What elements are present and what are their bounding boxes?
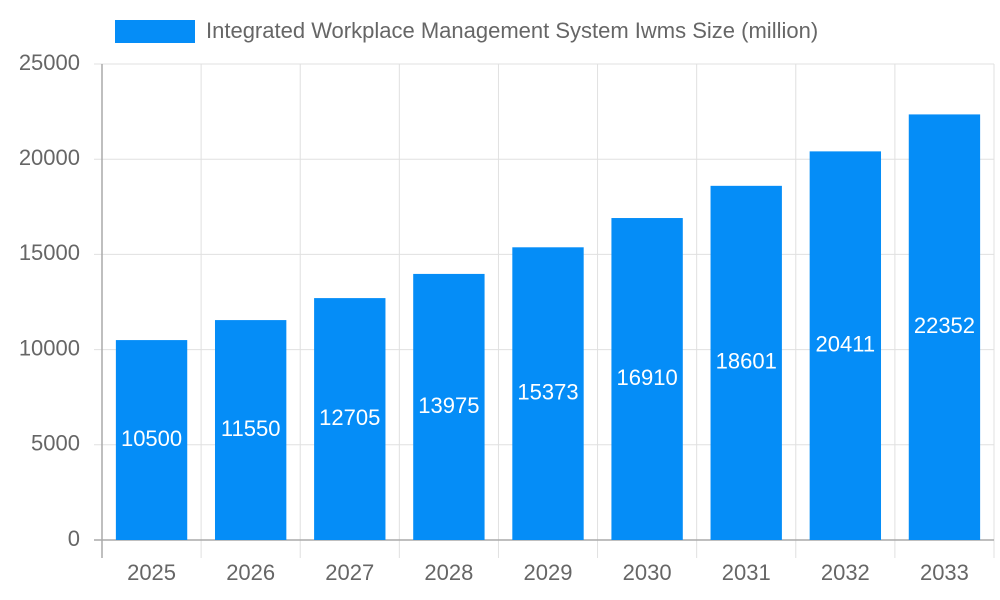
x-tick-label: 2029 <box>524 560 573 585</box>
x-tick-label: 2031 <box>722 560 771 585</box>
x-tick-label: 2033 <box>920 560 969 585</box>
y-tick-label: 15000 <box>19 240 80 265</box>
bar <box>611 218 683 540</box>
y-tick-label: 0 <box>68 526 80 551</box>
x-tick-label: 2027 <box>325 560 374 585</box>
x-tick-label: 2028 <box>424 560 473 585</box>
data-label: 20411 <box>816 331 876 356</box>
y-tick-label: 25000 <box>19 50 80 75</box>
x-tick-label: 2030 <box>623 560 672 585</box>
data-label: 22352 <box>914 313 975 338</box>
y-tick-label: 10000 <box>19 335 80 360</box>
bar <box>115 340 188 540</box>
data-label: 13975 <box>418 393 479 418</box>
legend-swatch <box>115 20 195 43</box>
bar <box>710 185 782 540</box>
bar <box>214 320 287 540</box>
x-tick-label: 2032 <box>821 560 870 585</box>
data-label: 12705 <box>319 405 380 430</box>
data-label: 15373 <box>517 379 578 404</box>
x-tick-label: 2026 <box>226 560 275 585</box>
y-tick-label: 20000 <box>19 145 80 170</box>
legend-label: Integrated Workplace Management System I… <box>206 18 818 43</box>
bar <box>809 151 882 540</box>
bar <box>314 298 386 540</box>
bar <box>413 273 485 540</box>
data-label: 16910 <box>617 365 678 390</box>
x-tick-label: 2025 <box>127 560 176 585</box>
data-label: 18601 <box>716 349 777 374</box>
data-label: 10500 <box>121 426 182 451</box>
bar <box>908 114 981 541</box>
y-tick-label: 5000 <box>31 431 80 456</box>
data-label: 11550 <box>221 416 281 441</box>
bar <box>512 247 584 540</box>
